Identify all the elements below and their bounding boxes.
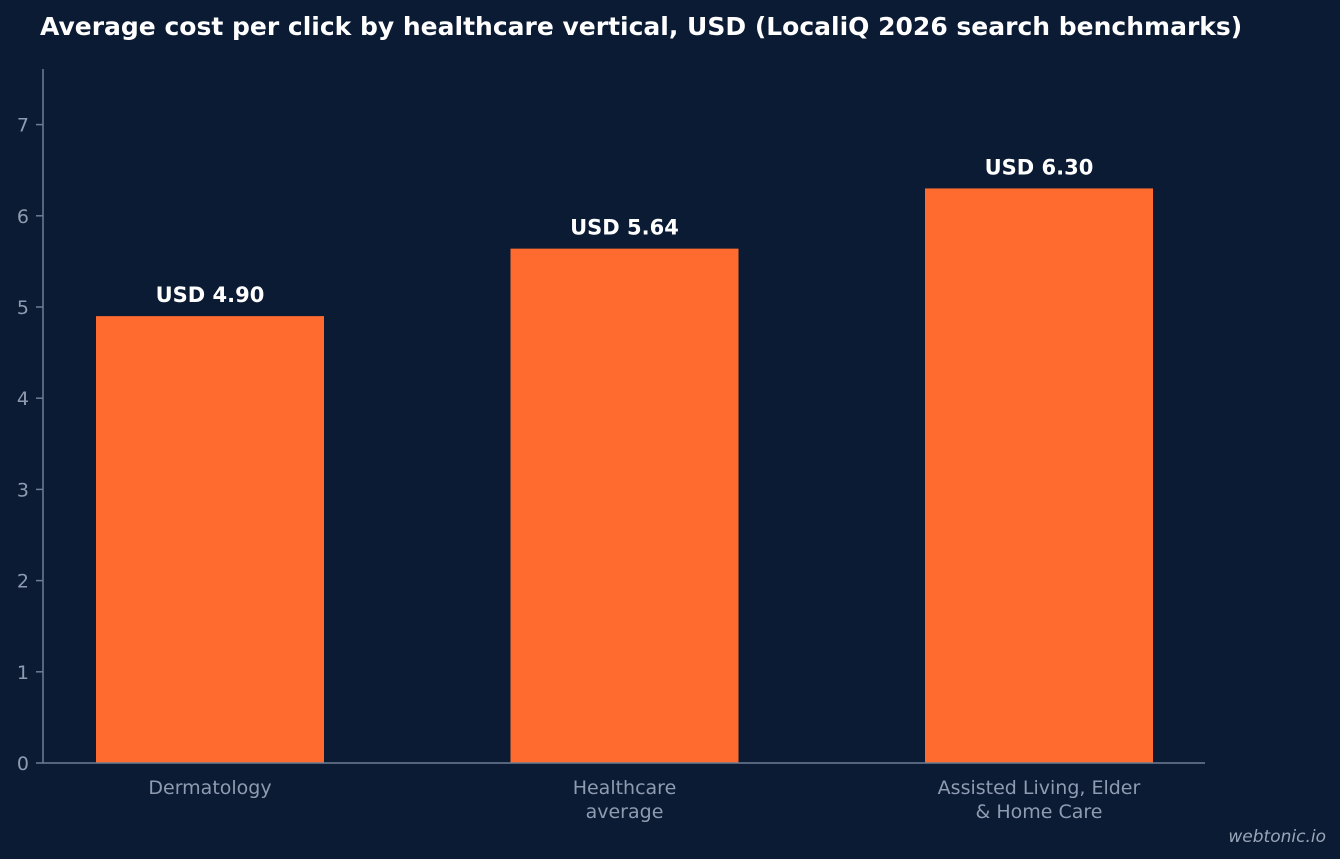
y-tick-label: 3 (17, 479, 29, 501)
bar (925, 188, 1153, 763)
bars: USD 4.90 USD 5.64 USD 6.30 (96, 155, 1153, 763)
x-category-label: average (586, 801, 664, 823)
bar-data-label: USD 4.90 (156, 283, 265, 307)
y-tick-label: 7 (17, 115, 29, 137)
chart-title: Average cost per click by healthcare ver… (40, 12, 1243, 41)
y-tick-label: 6 (17, 206, 29, 228)
x-category-label: Dermatology (148, 777, 271, 799)
y-tick-label: 0 (17, 753, 29, 775)
y-tick-label: 5 (17, 297, 29, 319)
x-category-label: Assisted Living, Elder (938, 777, 1141, 799)
y-tick-label: 1 (17, 662, 29, 684)
bar (510, 248, 739, 763)
y-tick-label: 2 (17, 571, 29, 593)
x-category-label: & Home Care (976, 801, 1103, 823)
bar-data-label: USD 5.64 (570, 216, 679, 240)
y-tick-label: 4 (17, 388, 29, 410)
x-category-label: Healthcare (573, 777, 677, 799)
bar (96, 316, 324, 763)
y-axis-ticks: 0 1 2 3 4 5 6 7 (17, 115, 43, 775)
watermark: webtonic.io (1228, 827, 1326, 847)
bar-data-label: USD 6.30 (985, 155, 1094, 179)
